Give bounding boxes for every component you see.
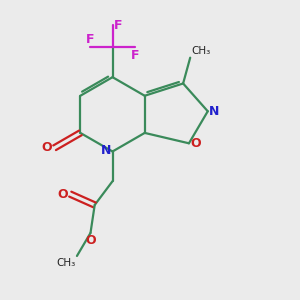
Text: N: N bbox=[209, 105, 220, 118]
Text: O: O bbox=[42, 141, 52, 154]
Text: O: O bbox=[85, 234, 96, 248]
Text: F: F bbox=[130, 49, 139, 62]
Text: O: O bbox=[57, 188, 68, 201]
Text: N: N bbox=[101, 143, 111, 157]
Text: O: O bbox=[190, 137, 201, 150]
Text: F: F bbox=[114, 19, 122, 32]
Text: CH₃: CH₃ bbox=[192, 46, 211, 56]
Text: CH₃: CH₃ bbox=[56, 258, 76, 268]
Text: F: F bbox=[86, 33, 94, 46]
